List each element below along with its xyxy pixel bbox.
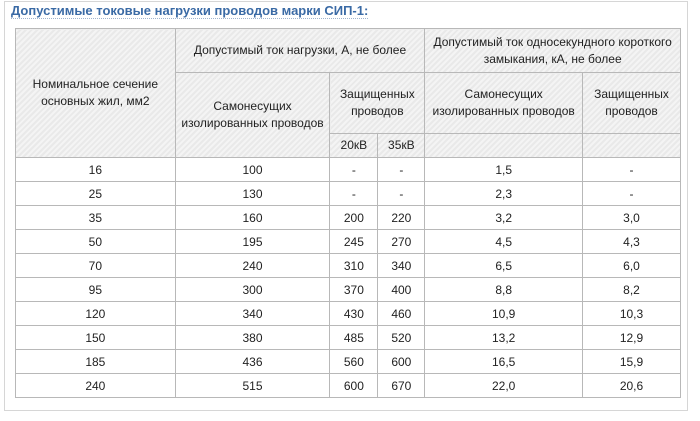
- title: Допустимые токовые нагрузки проводов мар…: [11, 3, 369, 19]
- table-cell: 240: [15, 373, 176, 398]
- table-cell: 22,0: [424, 373, 584, 398]
- table-cell: 485: [329, 325, 379, 350]
- table-cell: 670: [377, 373, 426, 398]
- table-row: 240 515 600 670 22,0 20,6: [15, 373, 681, 398]
- header-cell: Самонесущих изолированных проводов: [424, 72, 584, 134]
- table-cell: 460: [377, 301, 426, 326]
- table-cell: 8,8: [424, 277, 584, 302]
- table-body: 16 100- -1,5-25 130- -2,3-35 160 200 220 3,2 3,0 5…: [15, 157, 681, 398]
- table-cell: 520: [377, 325, 426, 350]
- table-cell: 400: [377, 277, 426, 302]
- table-cell: 20,6: [582, 373, 681, 398]
- table-cell: 380: [174, 325, 331, 350]
- table-cell: 13,2: [424, 325, 584, 350]
- table-cell: 240: [174, 253, 331, 278]
- table-row: 95 300 370 400 8,8 8,2: [15, 277, 681, 302]
- table-row: 150 380 485 520 13,2 12,9: [15, 325, 681, 350]
- table-cell: -: [329, 181, 379, 206]
- header-cell: 20кВ: [329, 133, 379, 158]
- table-cell: 600: [329, 373, 379, 398]
- table-cell: 220: [377, 205, 426, 230]
- table-row: 120 340 430 460 10,9 10,3: [15, 301, 681, 326]
- table-cell: 4,5: [424, 229, 584, 254]
- table-cell: 130: [174, 181, 331, 206]
- header-cell: Номинальное сечение основных жил, мм2: [15, 28, 176, 158]
- table-row: 16 100- -1,5-: [15, 157, 681, 182]
- table-cell: 370: [329, 277, 379, 302]
- header-cell: 35кВ: [377, 133, 426, 158]
- table-cell: 25: [15, 181, 176, 206]
- frame: [4, 1, 688, 411]
- table: Номинальное сечение основных жил, мм2 До…: [15, 28, 681, 398]
- table-cell: 6,5: [424, 253, 584, 278]
- table-cell: -: [377, 181, 426, 206]
- table-row: 185 436 560 600 16,5 15,9: [15, 349, 681, 374]
- table-cell: 515: [174, 373, 331, 398]
- table-cell: 1,5: [424, 157, 584, 182]
- table-cell: 95: [15, 277, 176, 302]
- table-cell: -: [582, 157, 681, 182]
- table-row: 70 240 310 340 6,5 6,0: [15, 253, 681, 278]
- table-row: 50 195 245 270 4,5 4,3: [15, 229, 681, 254]
- table-cell: 10,3: [582, 301, 681, 326]
- table-cell: 245: [329, 229, 379, 254]
- table-cell: 6,0: [582, 253, 681, 278]
- table-cell: 160: [174, 205, 331, 230]
- table-cell: -: [582, 181, 681, 206]
- header-cell: [424, 133, 584, 158]
- table-cell: 185: [15, 349, 176, 374]
- header-cell: Допустимый ток нагрузки, А, не более: [174, 28, 426, 73]
- table-cell: -: [329, 157, 379, 182]
- table-cell: 430: [329, 301, 379, 326]
- header-cell: Защищенных проводов: [329, 72, 426, 134]
- table-row: 35 160 200 220 3,2 3,0: [15, 205, 681, 230]
- table-cell: -: [377, 157, 426, 182]
- table-cell: 10,9: [424, 301, 584, 326]
- table-cell: 3,0: [582, 205, 681, 230]
- table-cell: 35: [15, 205, 176, 230]
- table-cell: 600: [377, 349, 426, 374]
- table-cell: 120: [15, 301, 176, 326]
- table-cell: 310: [329, 253, 379, 278]
- table-cell: 150: [15, 325, 176, 350]
- table-row: 25 130- -2,3-: [15, 181, 681, 206]
- table-cell: 560: [329, 349, 379, 374]
- table-cell: 100: [174, 157, 331, 182]
- table-cell: 436: [174, 349, 331, 374]
- header-cell: Самонесущих изолированных проводов: [174, 72, 331, 158]
- table-cell: 3,2: [424, 205, 584, 230]
- table-cell: 4,3: [582, 229, 681, 254]
- table-cell: 195: [174, 229, 331, 254]
- table-cell: 2,3: [424, 181, 584, 206]
- table-cell: 70: [15, 253, 176, 278]
- table-cell: 300: [174, 277, 331, 302]
- header-cell: Защищенных проводов: [582, 72, 681, 134]
- table-cell: 12,9: [582, 325, 681, 350]
- table-cell: 270: [377, 229, 426, 254]
- table-cell: 8,2: [582, 277, 681, 302]
- table-cell: 340: [174, 301, 331, 326]
- header-cell: Допустимый ток односекундного короткого …: [424, 28, 681, 73]
- table-cell: 16: [15, 157, 176, 182]
- table-cell: 200: [329, 205, 379, 230]
- table-cell: 50: [15, 229, 176, 254]
- table-cell: 340: [377, 253, 426, 278]
- header-cell: [582, 133, 681, 158]
- table-cell: 16,5: [424, 349, 584, 374]
- table-cell: 15,9: [582, 349, 681, 374]
